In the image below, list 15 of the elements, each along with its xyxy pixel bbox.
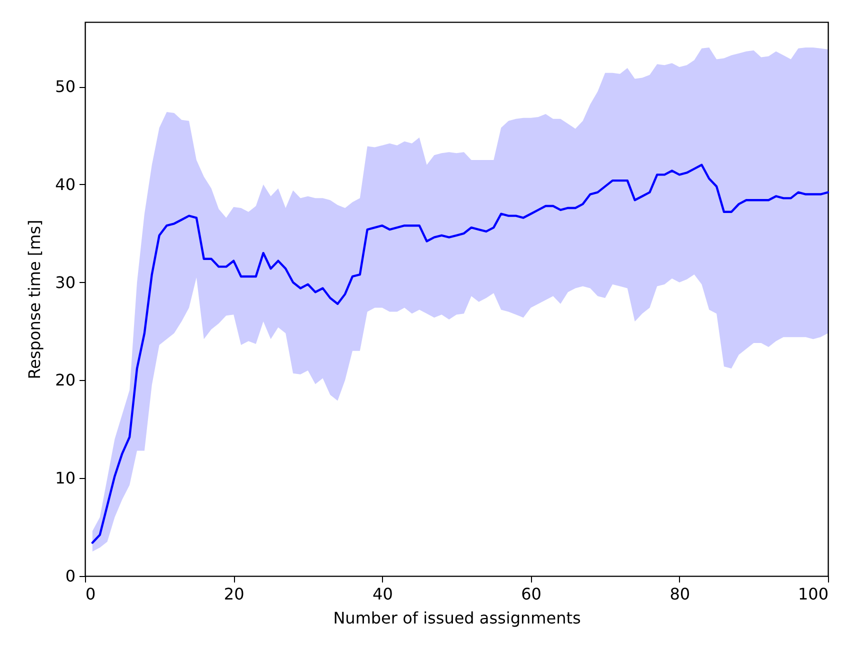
y-tick-label: 10 — [55, 468, 76, 488]
y-axis-title: Response time [ms] — [25, 220, 44, 380]
y-tick-label: 0 — [65, 566, 76, 586]
x-tick-label: 60 — [521, 584, 542, 604]
y-tick-label: 40 — [55, 174, 76, 194]
y-tick-label: 30 — [55, 272, 76, 292]
x-tick-label: 20 — [224, 584, 244, 604]
y-tick-label: 20 — [55, 370, 76, 390]
line-series — [91, 164, 830, 544]
x-tick-label: 100 — [798, 584, 828, 604]
x-tick-label: 0 — [86, 584, 96, 604]
y-tick-label: 50 — [55, 77, 76, 96]
x-tick-label: 80 — [670, 584, 690, 604]
x-axis-title: Number of issued assignments — [333, 608, 581, 628]
x-tick-label: 40 — [372, 584, 393, 604]
